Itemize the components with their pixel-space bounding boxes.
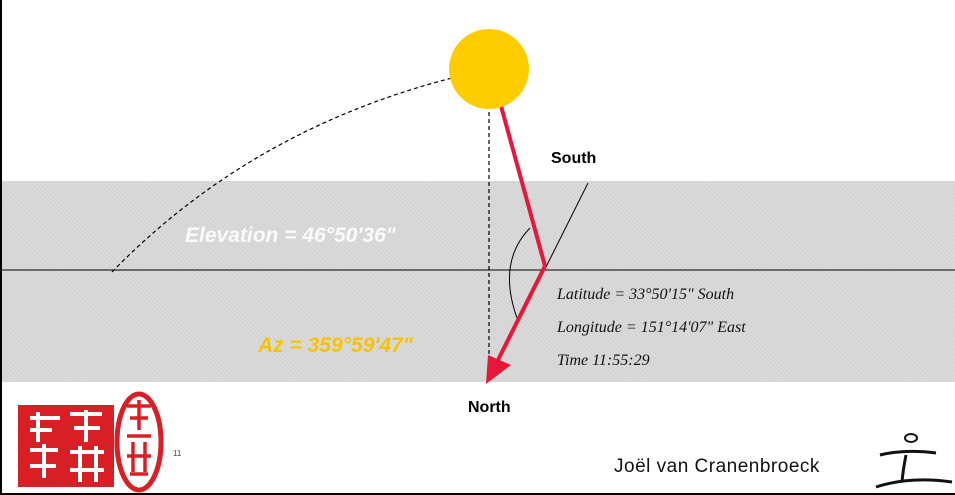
- sun-ray-arrow: [499, 105, 547, 267]
- frame-bottom-border: [0, 493, 955, 495]
- page-number: 11: [173, 449, 182, 458]
- frame-left-border: [0, 0, 2, 495]
- oval-seal-icon: [114, 391, 164, 493]
- author-logo-icon: [875, 433, 953, 489]
- author-name: Joël van Cranenbroeck: [614, 456, 820, 477]
- azimuth-label: Az = 359°59'47": [258, 334, 413, 357]
- south-label: South: [551, 150, 597, 167]
- horizon-plane: [2, 181, 955, 382]
- longitude-text: Longitude = 151°14'07" East: [557, 319, 746, 336]
- north-arrow-shaft: [495, 265, 547, 363]
- south-direction-line: [545, 182, 589, 268]
- square-seal-icon: [18, 405, 114, 487]
- time-text: Time 11:55:29: [557, 352, 650, 369]
- north-label: North: [468, 399, 511, 416]
- north-arrowhead: [486, 355, 511, 384]
- sun-icon: [449, 29, 529, 109]
- elevation-label: Elevation = 46°50'36": [185, 224, 396, 247]
- latitude-text: Latitude = 33°50'15" South: [557, 286, 735, 303]
- angle-arc: [508, 227, 531, 319]
